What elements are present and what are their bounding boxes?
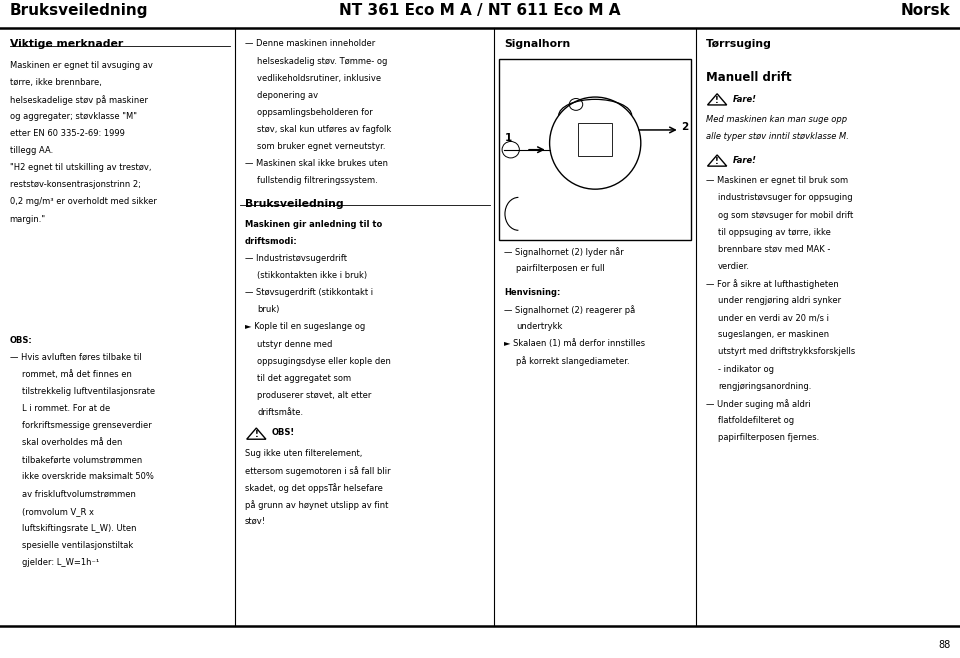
Text: og som støvsuger for mobil drift: og som støvsuger for mobil drift [718,211,853,220]
Text: støv, skal kun utføres av fagfolk: støv, skal kun utføres av fagfolk [257,125,392,134]
Text: — Støvsugerdrift (stikkontakt i: — Støvsugerdrift (stikkontakt i [245,288,372,297]
Text: rommet, må det finnes en: rommet, må det finnes en [22,370,132,379]
Bar [578,124,612,157]
Text: !: ! [715,95,719,105]
Text: (stikkontakten ikke i bruk): (stikkontakten ikke i bruk) [257,271,368,280]
Text: — For å sikre at lufthastigheten: — For å sikre at lufthastigheten [706,279,838,289]
Text: industristøvsuger for oppsuging: industristøvsuger for oppsuging [718,193,852,203]
Text: ikke overskride maksimalt 50%: ikke overskride maksimalt 50% [22,472,154,482]
Text: gjelder: L_W=1h⁻¹: gjelder: L_W=1h⁻¹ [22,558,99,567]
Text: spesielle ventilasjonstiltak: spesielle ventilasjonstiltak [22,541,133,550]
Text: vedlikeholdsrutiner, inklusive: vedlikeholdsrutiner, inklusive [257,74,381,83]
Text: Bruksveiledning: Bruksveiledning [10,3,148,18]
Bar [499,59,691,240]
Text: etter EN 60 335-2-69: 1999: etter EN 60 335-2-69: 1999 [10,129,125,138]
Text: ► Skalaen (1) må derfor innstilles: ► Skalaen (1) må derfor innstilles [504,339,645,348]
Text: undertrykk: undertrykk [516,322,563,331]
Text: under en verdi av 20 m/s i: under en verdi av 20 m/s i [718,313,829,322]
Text: brennbare støv med MAK -: brennbare støv med MAK - [718,245,830,254]
Text: 88: 88 [938,640,950,650]
Text: tillegg AA.: tillegg AA. [10,146,53,155]
Text: utstyr denne med: utstyr denne med [257,340,333,349]
Text: rengjøringsanordning.: rengjøringsanordning. [718,382,811,391]
Text: driftsmåte.: driftsmåte. [257,408,303,417]
Text: 0,2 mg/m³ er overholdt med sikker: 0,2 mg/m³ er overholdt med sikker [10,197,156,207]
Text: tørre, ikke brennbare,: tørre, ikke brennbare, [10,78,102,87]
Text: L i rommet. For at de: L i rommet. For at de [22,404,110,413]
Text: Maskinen gir anledning til to: Maskinen gir anledning til to [245,220,382,229]
Text: skal overholdes må den: skal overholdes må den [22,438,123,447]
Text: sugeslangen, er maskinen: sugeslangen, er maskinen [718,330,829,340]
Text: Maskinen er egnet til avsuging av: Maskinen er egnet til avsuging av [10,61,153,70]
Text: Henvisning:: Henvisning: [504,288,561,297]
Text: — Hvis avluften føres tilbake til: — Hvis avluften føres tilbake til [10,353,141,362]
Text: — Denne maskinen inneholder: — Denne maskinen inneholder [245,39,375,49]
Text: helseskadelig støv. Tømme- og: helseskadelig støv. Tømme- og [257,57,388,66]
Text: - indikator og: - indikator og [718,365,774,374]
Text: Norsk: Norsk [900,3,950,18]
Text: utstyrt med driftstrykksforskjells: utstyrt med driftstrykksforskjells [718,347,855,357]
Text: alle typer støv inntil støvklasse M.: alle typer støv inntil støvklasse M. [706,132,849,141]
Text: "H2 egnet til utskilling av trestøv,: "H2 egnet til utskilling av trestøv, [10,163,151,172]
Text: til oppsuging av tørre, ikke: til oppsuging av tørre, ikke [718,228,831,237]
Text: helseskadelige støv på maskiner: helseskadelige støv på maskiner [10,95,148,105]
Text: — Maskinen er egnet til bruk som: — Maskinen er egnet til bruk som [706,176,848,186]
Text: pairfilterposen er full: pairfilterposen er full [516,264,605,273]
Text: NT 361 Eco M A / NT 611 Eco M A: NT 361 Eco M A / NT 611 Eco M A [339,3,621,18]
Text: margin.": margin." [10,215,46,224]
Text: Tørrsuging: Tørrsuging [706,39,772,49]
Text: ► Kople til en sugeslange og: ► Kople til en sugeslange og [245,322,365,332]
Text: forkriftsmessige grenseverdier: forkriftsmessige grenseverdier [22,421,152,430]
Text: oppsamlingsbeholderen for: oppsamlingsbeholderen for [257,108,373,117]
Text: deponering av: deponering av [257,91,319,100]
Text: Manuell drift: Manuell drift [706,71,791,84]
Text: — Industristøvsugerdrift: — Industristøvsugerdrift [245,254,347,263]
Text: Signalhorn: Signalhorn [504,39,570,49]
Text: på korrekt slangediameter.: på korrekt slangediameter. [516,356,630,366]
Text: — Signalhornet (2) reagerer på: — Signalhornet (2) reagerer på [504,305,636,315]
Text: tilstrekkelig luftventilasjonsrate: tilstrekkelig luftventilasjonsrate [22,387,156,396]
Text: støv!: støv! [245,517,266,526]
Text: (romvolum V_R x: (romvolum V_R x [22,507,94,516]
Text: OBS:: OBS: [10,336,33,345]
Text: reststøv-konsentrasjonstrinn 2;: reststøv-konsentrasjonstrinn 2; [10,180,140,190]
Text: Bruksveiledning: Bruksveiledning [245,199,344,209]
Text: flatfoldefilteret og: flatfoldefilteret og [718,416,794,425]
Text: !: ! [715,157,719,166]
Text: — Signalhornet (2) lyder når: — Signalhornet (2) lyder når [504,247,624,257]
Text: og aggregater; støvklasse "M": og aggregater; støvklasse "M" [10,112,136,121]
Text: !: ! [254,430,258,439]
Text: 1: 1 [505,133,513,143]
Text: verdier.: verdier. [718,262,750,271]
Text: Sug ikke uten filterelement,: Sug ikke uten filterelement, [245,449,362,458]
Text: driftsmodi:: driftsmodi: [245,237,298,246]
Text: OBS!: OBS! [272,428,295,438]
Text: tilbakeførte volumstrømmen: tilbakeførte volumstrømmen [22,455,142,465]
Text: — Under suging må aldri: — Under suging må aldri [706,399,810,409]
Text: under rengjøring aldri synker: under rengjøring aldri synker [718,296,841,305]
Text: til det aggregatet som: til det aggregatet som [257,374,351,383]
Text: produserer støvet, alt etter: produserer støvet, alt etter [257,391,372,400]
Text: Fare!: Fare! [732,156,756,165]
Text: som bruker egnet verneutstyr.: som bruker egnet verneutstyr. [257,142,386,151]
Text: — Maskinen skal ikke brukes uten: — Maskinen skal ikke brukes uten [245,159,388,168]
Text: Viktige merknader: Viktige merknader [10,39,123,49]
Text: Fare!: Fare! [732,95,756,104]
Text: papirfilterposen fjernes.: papirfilterposen fjernes. [718,433,819,442]
Text: skadet, og det oppsTår helsefare: skadet, og det oppsTår helsefare [245,483,383,493]
Text: ettersom sugemotoren i så fall blir: ettersom sugemotoren i så fall blir [245,466,391,476]
Text: fullstendig filtreringssystem.: fullstendig filtreringssystem. [257,176,378,186]
Text: bruk): bruk) [257,305,279,315]
Text: Med maskinen kan man suge opp: Med maskinen kan man suge opp [706,115,847,124]
Text: luftskiftingsrate L_W). Uten: luftskiftingsrate L_W). Uten [22,524,136,533]
Text: på grunn av høynet utslipp av fint: på grunn av høynet utslipp av fint [245,500,388,510]
Text: 2: 2 [682,122,689,132]
Text: oppsugingsdyse eller kople den: oppsugingsdyse eller kople den [257,357,391,366]
Text: av friskluftvolumstrømmen: av friskluftvolumstrømmen [22,490,136,499]
